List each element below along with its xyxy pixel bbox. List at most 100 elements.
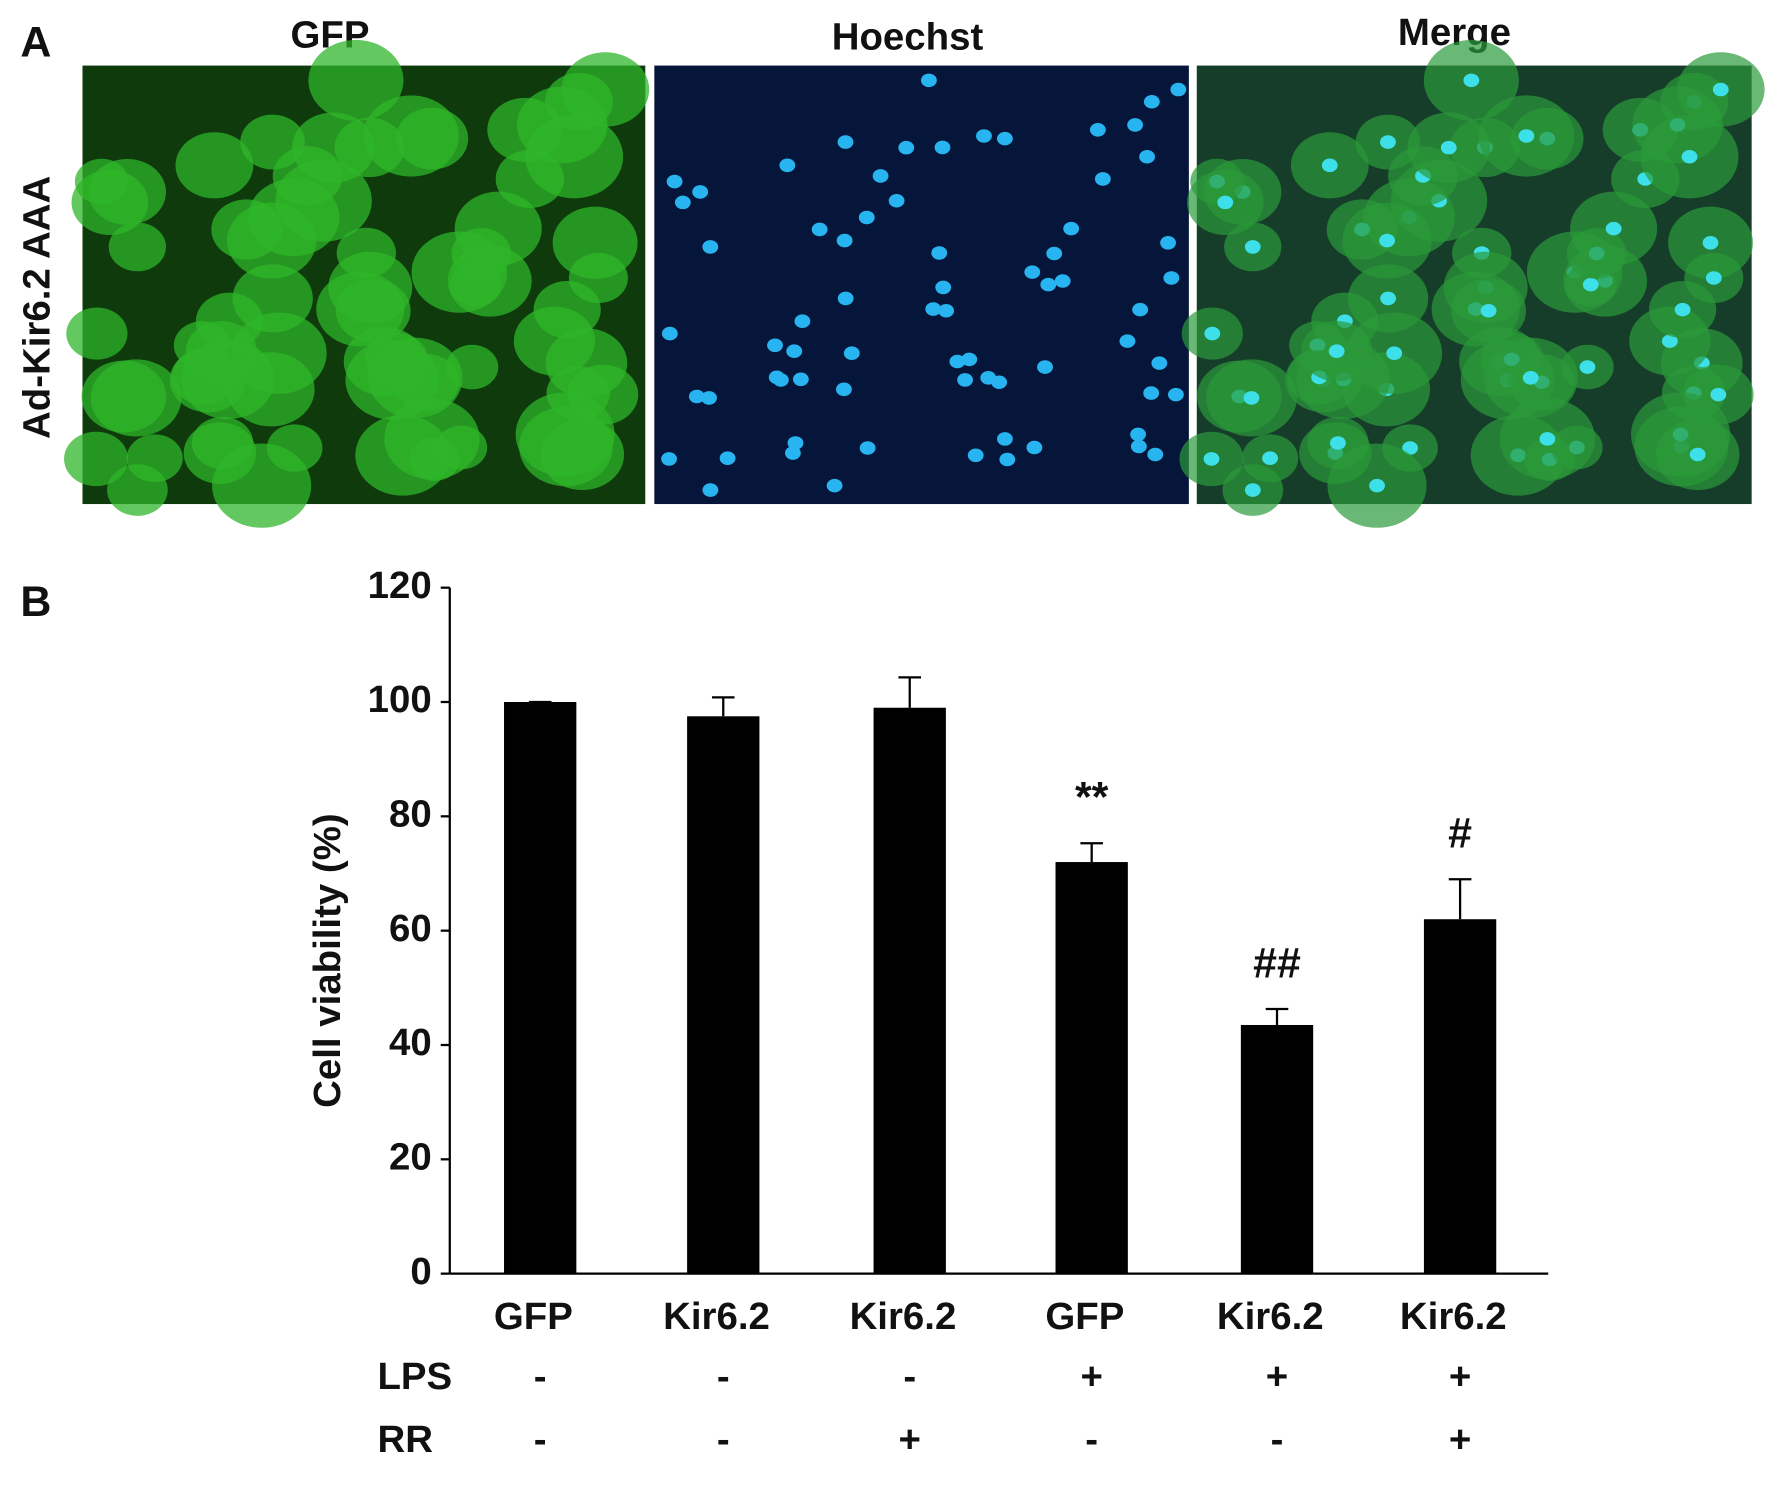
nucleus <box>1139 149 1155 164</box>
cell <box>185 320 257 382</box>
nucleus <box>1026 440 1043 455</box>
nucleus <box>1147 447 1164 462</box>
cell <box>384 398 480 480</box>
factor-value: - <box>717 1418 730 1461</box>
factor-value: + <box>899 1418 921 1461</box>
x-tick-label: Kir6.2 <box>850 1295 957 1338</box>
nucleus <box>786 344 803 358</box>
nucleus <box>719 451 736 465</box>
bar <box>1423 919 1497 1274</box>
nucleus <box>666 174 683 189</box>
nucleus <box>935 280 952 295</box>
hoechst-image <box>654 65 1189 505</box>
nucleus <box>1712 82 1729 97</box>
nucleus <box>980 371 997 385</box>
nucleus <box>1380 291 1397 306</box>
factor-value: - <box>1085 1418 1098 1461</box>
cell <box>64 431 129 487</box>
significance-label: # <box>1448 810 1472 858</box>
y-tick-label: 0 <box>410 1250 431 1293</box>
nucleus <box>1160 235 1176 250</box>
bar <box>504 702 577 1274</box>
panel-label: B <box>20 578 51 626</box>
x-tick-label: Kir6.2 <box>1400 1295 1507 1338</box>
nucleus <box>1143 94 1160 109</box>
nucleus <box>1143 386 1160 400</box>
bar <box>1240 1024 1314 1274</box>
factor-value: - <box>1271 1418 1284 1461</box>
nucleus <box>768 370 785 385</box>
nucleus <box>1063 221 1080 236</box>
nucleus <box>898 140 915 155</box>
nucleus <box>701 391 717 405</box>
nucleus <box>826 478 843 493</box>
factor-value: + <box>1449 1355 1471 1398</box>
y-tick-label: 80 <box>389 792 432 835</box>
nucleus <box>1054 274 1071 288</box>
factor-label: LPS <box>377 1355 452 1398</box>
nucleus <box>1681 149 1698 164</box>
nucleus <box>999 452 1016 467</box>
nucleus <box>1705 271 1722 285</box>
nucleus <box>1151 356 1168 370</box>
cell <box>71 169 149 235</box>
nucleus <box>1203 452 1220 466</box>
nucleus <box>702 483 719 497</box>
nucleus <box>1127 118 1144 132</box>
nucleus <box>1674 302 1691 317</box>
nucleus <box>787 436 804 450</box>
panel-label: A <box>20 19 51 67</box>
nucleus <box>1689 447 1706 462</box>
nucleus <box>961 352 978 367</box>
nucleus <box>1579 360 1596 374</box>
nucleus <box>976 129 992 143</box>
cell <box>66 307 128 360</box>
cell <box>561 52 650 127</box>
nucleus <box>1204 326 1221 341</box>
nucleus <box>1329 436 1346 450</box>
nucleus <box>784 446 801 460</box>
cell <box>212 443 312 528</box>
nucleus <box>1380 135 1396 149</box>
nucleus <box>661 452 677 466</box>
y-tick-label: 40 <box>389 1021 432 1064</box>
nucleus <box>794 314 811 328</box>
factor-value: + <box>1266 1355 1288 1398</box>
nucleus <box>1244 240 1261 254</box>
nucleus <box>1132 302 1149 317</box>
cell <box>90 359 182 437</box>
nucleus <box>1262 451 1278 465</box>
nucleus <box>934 140 951 155</box>
x-tick-label: GFP <box>494 1295 573 1338</box>
nucleus <box>1170 82 1187 97</box>
x-tick-label: Kir6.2 <box>663 1295 770 1338</box>
nucleus <box>1130 439 1147 454</box>
nucleus <box>1163 271 1180 285</box>
nucleus <box>1440 140 1457 155</box>
cell <box>368 337 463 418</box>
nucleus <box>1040 277 1057 292</box>
cell <box>335 278 411 343</box>
factor-value: - <box>903 1355 916 1398</box>
x-tick-label: GFP <box>1045 1295 1124 1338</box>
row-label: Ad-Kir6.2 AAA <box>16 176 59 439</box>
y-tick-label: 60 <box>389 907 432 950</box>
nucleus <box>1661 334 1678 348</box>
column-title: Hoechst <box>832 16 984 59</box>
y-tick-label: 20 <box>389 1135 432 1178</box>
nucleus <box>837 135 854 149</box>
nucleus <box>1402 441 1419 455</box>
factor-label: RR <box>377 1418 432 1461</box>
nucleus <box>1463 73 1480 88</box>
nucleus <box>888 193 905 208</box>
nucleus <box>1167 387 1184 402</box>
nucleus <box>1379 233 1395 248</box>
nucleus <box>1024 265 1041 279</box>
nucleus <box>674 195 691 210</box>
nucleus <box>692 185 709 199</box>
nucleus <box>1386 346 1403 360</box>
nucleus <box>1046 246 1063 261</box>
nucleus <box>1119 334 1136 348</box>
nucleus <box>1710 387 1727 402</box>
